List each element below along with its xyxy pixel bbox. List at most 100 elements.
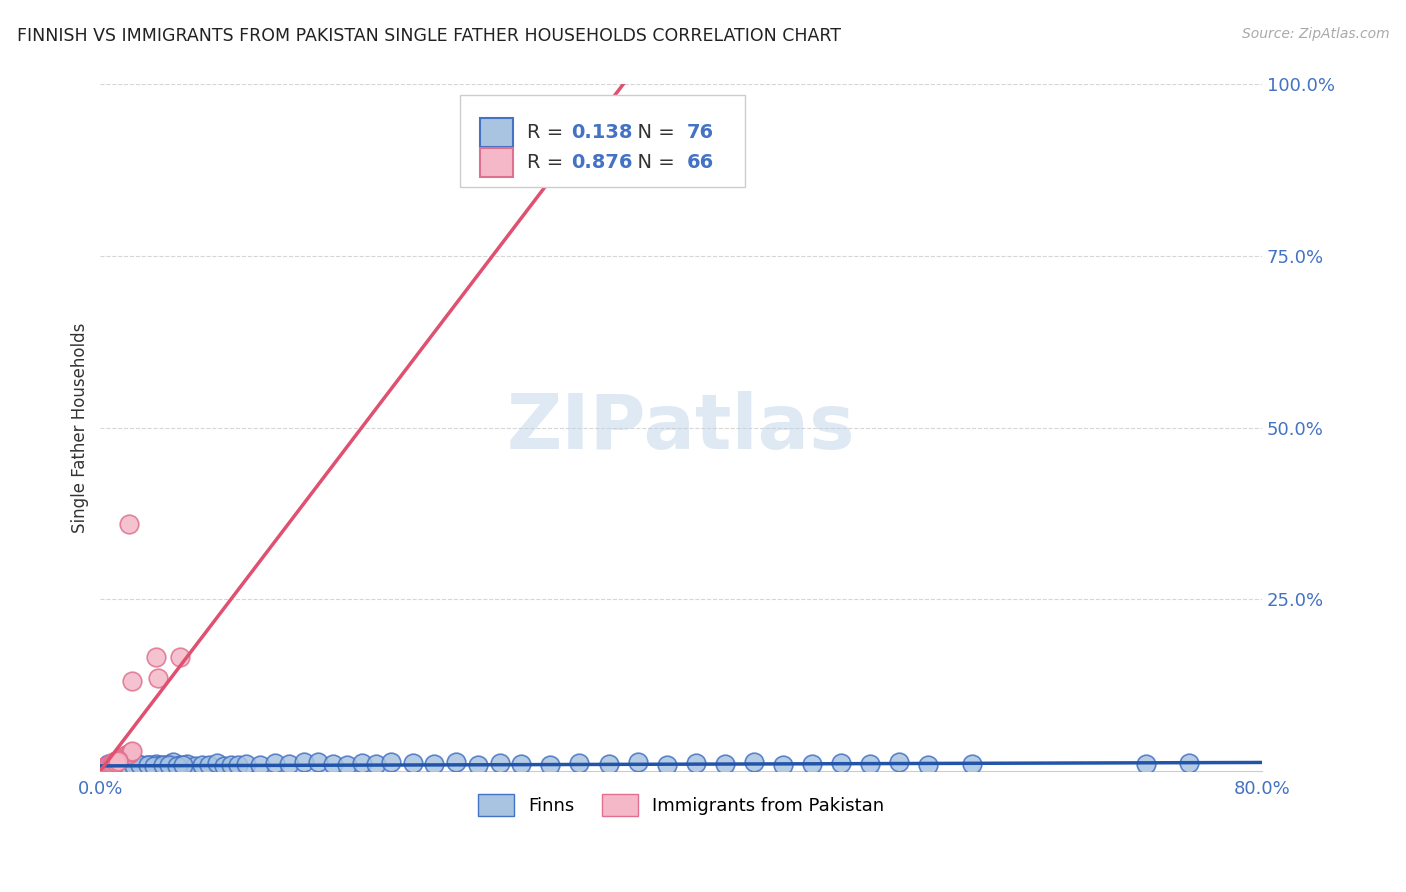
Point [118, 747, 141, 761]
Point [114, 749, 136, 764]
Text: R =: R = [527, 153, 569, 172]
Point [111, 750, 134, 764]
Point [401, 756, 423, 771]
Point [110, 751, 132, 765]
Point [93, 760, 115, 774]
Point [859, 756, 882, 771]
Point [307, 755, 329, 769]
Point [96, 759, 118, 773]
Text: 66: 66 [688, 153, 714, 172]
Point [155, 758, 177, 772]
Point [380, 756, 402, 770]
Point [117, 757, 139, 772]
Point [96, 759, 118, 773]
Point [100, 757, 122, 772]
Point [93, 760, 115, 774]
Point [172, 757, 194, 772]
Point [107, 754, 129, 768]
Point [97, 759, 120, 773]
Point [93, 760, 115, 774]
Point [263, 756, 285, 771]
Point [98, 758, 121, 772]
Point [98, 758, 121, 772]
Point [103, 756, 125, 771]
Point [93, 760, 115, 774]
Point [800, 756, 823, 771]
Point [100, 757, 122, 772]
Point [444, 756, 467, 770]
Point [93, 760, 115, 774]
Point [103, 756, 125, 771]
Point [97, 759, 120, 773]
Point [249, 757, 271, 772]
Point [107, 753, 129, 767]
Point [93, 760, 115, 774]
Point [121, 759, 143, 773]
Point [108, 753, 131, 767]
Point [166, 759, 188, 773]
Point [101, 758, 124, 772]
Point [742, 756, 765, 770]
Point [115, 758, 138, 772]
Point [104, 756, 127, 770]
Text: 76: 76 [688, 123, 714, 142]
Point [143, 759, 166, 773]
Point [278, 756, 301, 771]
Point [121, 674, 143, 689]
Y-axis label: Single Father Households: Single Father Households [72, 322, 89, 533]
Point [100, 757, 122, 772]
Point [98, 758, 121, 772]
Point [117, 747, 139, 762]
Text: 0.876: 0.876 [571, 153, 633, 172]
Point [115, 747, 138, 762]
Point [104, 756, 127, 770]
Point [122, 759, 145, 773]
Point [100, 757, 122, 772]
Point [93, 760, 115, 774]
Point [104, 755, 127, 769]
Point [141, 758, 163, 772]
Point [626, 756, 648, 770]
Point [125, 756, 148, 771]
Point [510, 756, 533, 771]
Point [101, 756, 124, 771]
Point [103, 756, 125, 770]
Point [128, 757, 150, 772]
Point [97, 759, 120, 773]
Point [103, 756, 125, 771]
Point [226, 758, 249, 772]
Point [100, 757, 122, 772]
Point [568, 756, 591, 771]
Point [148, 759, 170, 773]
Point [101, 756, 124, 771]
Legend: Finns, Immigrants from Pakistan: Finns, Immigrants from Pakistan [471, 787, 891, 823]
Point [1178, 756, 1201, 771]
Point [98, 758, 121, 772]
Point [104, 755, 127, 769]
Point [336, 757, 359, 772]
Point [97, 759, 120, 773]
Point [488, 756, 510, 771]
Point [169, 758, 191, 772]
Point [183, 759, 205, 773]
Point [135, 757, 157, 772]
Point [96, 759, 118, 773]
Point [103, 757, 125, 772]
Point [150, 757, 173, 772]
Point [121, 744, 143, 758]
Point [176, 756, 198, 771]
Point [917, 757, 939, 772]
Point [159, 756, 181, 771]
Point [111, 756, 134, 771]
Point [96, 759, 118, 773]
Point [110, 756, 132, 771]
Point [235, 756, 257, 771]
Point [97, 759, 120, 773]
Point [191, 757, 214, 772]
Point [93, 760, 115, 774]
Point [101, 756, 124, 771]
Point [162, 756, 184, 770]
Point [423, 756, 446, 771]
Point [157, 758, 180, 772]
Point [152, 757, 174, 772]
